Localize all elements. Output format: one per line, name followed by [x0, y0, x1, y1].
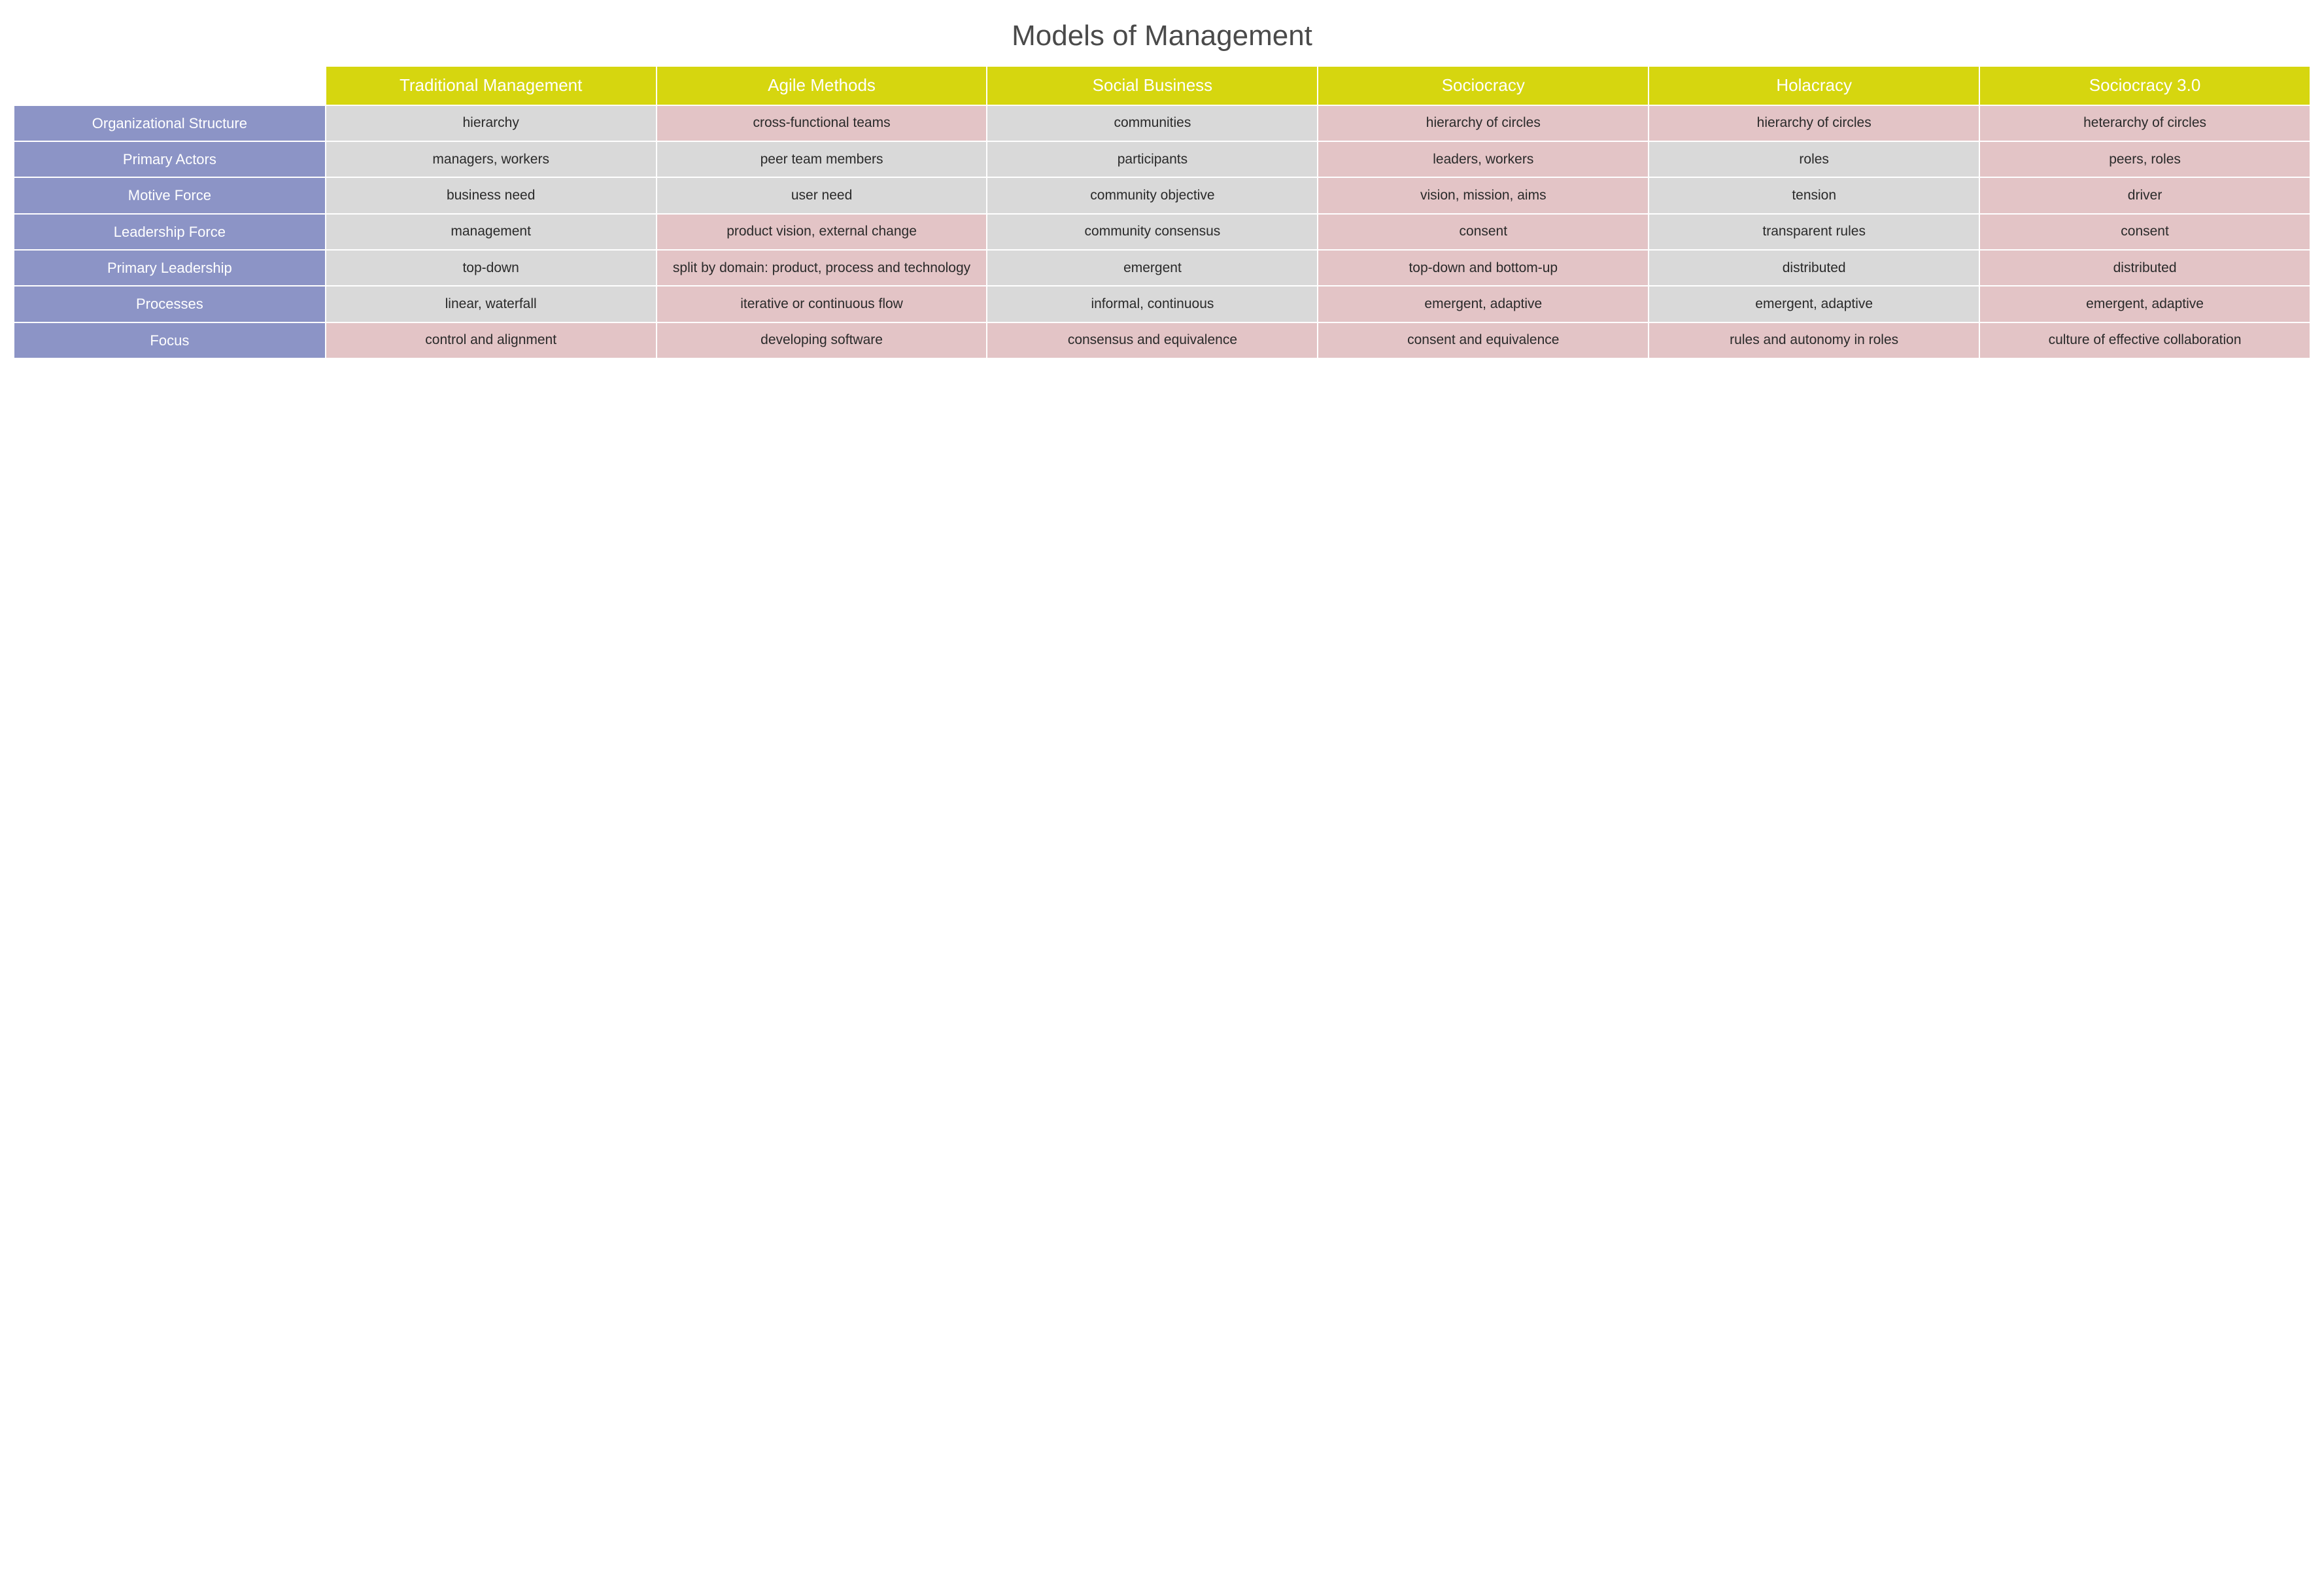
table-cell: driver [1980, 178, 2310, 213]
table-cell: tension [1649, 178, 1979, 213]
table-cell: product vision, external change [657, 215, 987, 249]
table-cell: communities [987, 106, 1317, 141]
corner-cell [14, 67, 325, 105]
table-cell: rules and autonomy in roles [1649, 323, 1979, 358]
table-row: Motive Forcebusiness needuser needcommun… [14, 178, 2310, 213]
col-header: Traditional Management [326, 67, 656, 105]
table-cell: hierarchy [326, 106, 656, 141]
table-cell: emergent, adaptive [1318, 286, 1648, 321]
table-cell: control and alignment [326, 323, 656, 358]
table-cell: distributed [1649, 251, 1979, 285]
table-cell: top-down and bottom-up [1318, 251, 1648, 285]
table-cell: hierarchy of circles [1649, 106, 1979, 141]
table-row: Processeslinear, waterfalliterative or c… [14, 286, 2310, 321]
table-row: Organizational Structurehierarchycross-f… [14, 106, 2310, 141]
table-cell: developing software [657, 323, 987, 358]
row-header: Primary Leadership [14, 251, 325, 285]
table-cell: participants [987, 142, 1317, 177]
table-cell: user need [657, 178, 987, 213]
table-row: Primary Actorsmanagers, workerspeer team… [14, 142, 2310, 177]
row-header: Primary Actors [14, 142, 325, 177]
table-cell: emergent [987, 251, 1317, 285]
table-cell: emergent, adaptive [1649, 286, 1979, 321]
table-cell: consent [1318, 215, 1648, 249]
page-title: Models of Management [13, 20, 2311, 52]
col-header: Social Business [987, 67, 1317, 105]
col-header: Sociocracy 3.0 [1980, 67, 2310, 105]
table-cell: culture of effective collaboration [1980, 323, 2310, 358]
table-cell: management [326, 215, 656, 249]
table-row: Primary Leadershiptop-downsplit by domai… [14, 251, 2310, 285]
table-cell: split by domain: product, process and te… [657, 251, 987, 285]
table-cell: cross-functional teams [657, 106, 987, 141]
table-cell: emergent, adaptive [1980, 286, 2310, 321]
row-header: Leadership Force [14, 215, 325, 249]
table-cell: consensus and equivalence [987, 323, 1317, 358]
table-cell: heterarchy of circles [1980, 106, 2310, 141]
table-cell: leaders, workers [1318, 142, 1648, 177]
row-header: Processes [14, 286, 325, 321]
comparison-table: Traditional Management Agile Methods Soc… [13, 65, 2311, 359]
table-cell: hierarchy of circles [1318, 106, 1648, 141]
row-header: Focus [14, 323, 325, 358]
row-header: Organizational Structure [14, 106, 325, 141]
table-cell: peer team members [657, 142, 987, 177]
table-header-row: Traditional Management Agile Methods Soc… [14, 67, 2310, 105]
table-cell: consent and equivalence [1318, 323, 1648, 358]
table-cell: roles [1649, 142, 1979, 177]
table-cell: community objective [987, 178, 1317, 213]
col-header: Holacracy [1649, 67, 1979, 105]
table-cell: managers, workers [326, 142, 656, 177]
table-row: Leadership Forcemanagementproduct vision… [14, 215, 2310, 249]
col-header: Agile Methods [657, 67, 987, 105]
table-body: Organizational Structurehierarchycross-f… [14, 106, 2310, 358]
table-cell: community consensus [987, 215, 1317, 249]
table-cell: top-down [326, 251, 656, 285]
table-cell: linear, waterfall [326, 286, 656, 321]
table-cell: consent [1980, 215, 2310, 249]
table-cell: peers, roles [1980, 142, 2310, 177]
col-header: Sociocracy [1318, 67, 1648, 105]
table-cell: business need [326, 178, 656, 213]
table-cell: distributed [1980, 251, 2310, 285]
table-row: Focuscontrol and alignmentdeveloping sof… [14, 323, 2310, 358]
table-cell: informal, continuous [987, 286, 1317, 321]
table-cell: iterative or continuous flow [657, 286, 987, 321]
table-cell: transparent rules [1649, 215, 1979, 249]
table-cell: vision, mission, aims [1318, 178, 1648, 213]
row-header: Motive Force [14, 178, 325, 213]
